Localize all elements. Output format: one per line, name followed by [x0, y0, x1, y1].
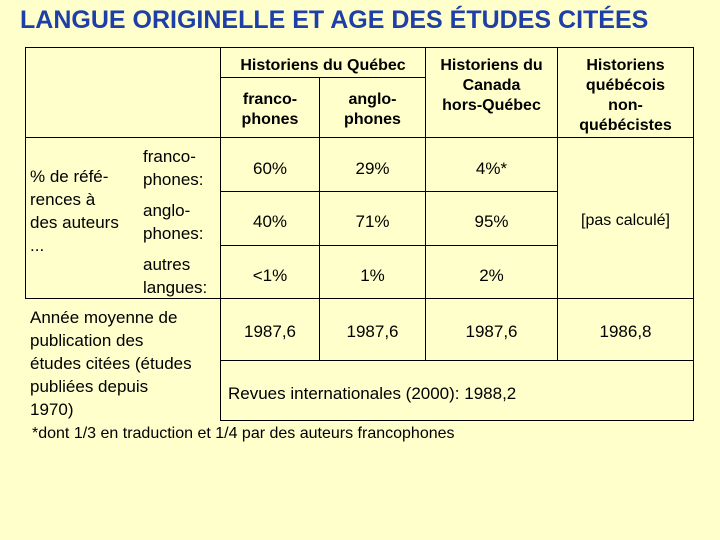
- value-autres-canada: 2%: [479, 266, 504, 285]
- value-anglo-quebec-anglo: 71%: [355, 212, 390, 231]
- header-historiens-canada: Historiens du Canada hors-Québec: [440, 57, 543, 114]
- value-franco-quebec-franco: 60%: [252, 159, 288, 178]
- page-title: LANGUE ORIGINELLE ET AGE DES ÉTUDES CITÉ…: [20, 6, 649, 34]
- value-franco-quebec-anglo: 29%: [355, 159, 390, 178]
- international-journals-value: Revues internationales (2000): 1988,2: [228, 384, 517, 403]
- row-group-label: % de réfé- rences à des auteurs ...: [30, 167, 119, 255]
- year-non-quebecistes: 1986,8: [599, 322, 652, 341]
- header-historiens-non-quebecistes: Historiens québécois non- québécistes: [579, 57, 672, 134]
- header-historiens-quebec: Historiens du Québec: [240, 57, 406, 74]
- value-autres-quebec-franco: <1%: [252, 266, 288, 285]
- year-quebec-franco: 1987,6: [244, 322, 296, 341]
- row-label-francophones: franco- phones:: [143, 147, 204, 189]
- header-quebec-anglophones: anglo- phones: [344, 91, 401, 128]
- header-quebec-francophones: franco- phones: [241, 91, 299, 128]
- value-anglo-canada: 95%: [474, 212, 509, 231]
- row-label-anglophones: anglo- phones:: [143, 201, 204, 243]
- row-label-autres-langues: autres langues:: [143, 255, 208, 297]
- footnote: *dont 1/3 en traduction et 1/4 par des a…: [32, 425, 455, 442]
- year-row-label: Année moyenne de publication des études …: [30, 308, 192, 419]
- not-calculated-cell: [pas calculé]: [581, 212, 670, 229]
- value-anglo-quebec-franco: 40%: [252, 212, 288, 231]
- year-canada: 1987,6: [465, 322, 518, 341]
- year-quebec-anglo: 1987,6: [346, 322, 399, 341]
- value-franco-canada: 4%*: [475, 159, 508, 178]
- value-autres-quebec-anglo: 1%: [360, 266, 385, 285]
